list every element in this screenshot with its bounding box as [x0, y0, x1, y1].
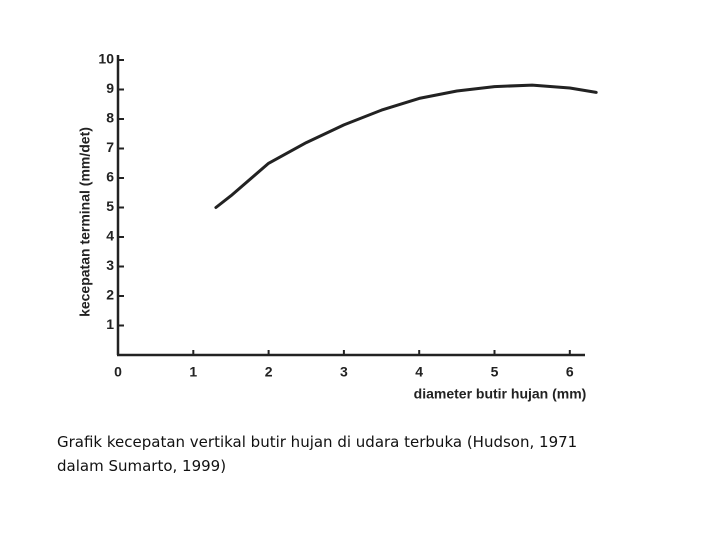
x-tick-label: 6	[566, 364, 574, 380]
x-tick-label: 5	[491, 364, 499, 380]
caption: Grafik kecepatan vertikal butir hujan di…	[57, 430, 577, 478]
x-axis-label: diameter butir hujan (mm)	[414, 386, 587, 402]
x-tick-label: 3	[340, 364, 348, 380]
x-tick-label: 4	[415, 364, 423, 380]
x-tick-label: 0	[114, 364, 122, 380]
x-tick-label: 1	[189, 364, 197, 380]
chart: diameter butir hujan (mm) kecepatan term…	[77, 51, 598, 402]
y-tick-label: 8	[106, 110, 114, 126]
y-tick-label: 6	[106, 169, 114, 185]
caption-line: Grafik kecepatan vertikal butir hujan di…	[57, 433, 578, 451]
y-tick-label: 7	[106, 139, 114, 155]
caption-line: dalam Sumarto, 1999)	[57, 457, 227, 475]
y-tick-label: 10	[98, 51, 114, 67]
x-tick-label: 2	[265, 364, 273, 380]
y-tick-label: 2	[106, 287, 114, 303]
y-tick-label: 4	[106, 228, 114, 244]
y-axis-label: kecepatan terminal (mm/det)	[77, 127, 93, 317]
data-line	[214, 83, 598, 209]
y-tick-label: 5	[106, 198, 114, 214]
y-tick-label: 9	[106, 80, 114, 96]
y-tick-label: 1	[106, 316, 114, 332]
y-tick-label: 3	[106, 257, 114, 273]
